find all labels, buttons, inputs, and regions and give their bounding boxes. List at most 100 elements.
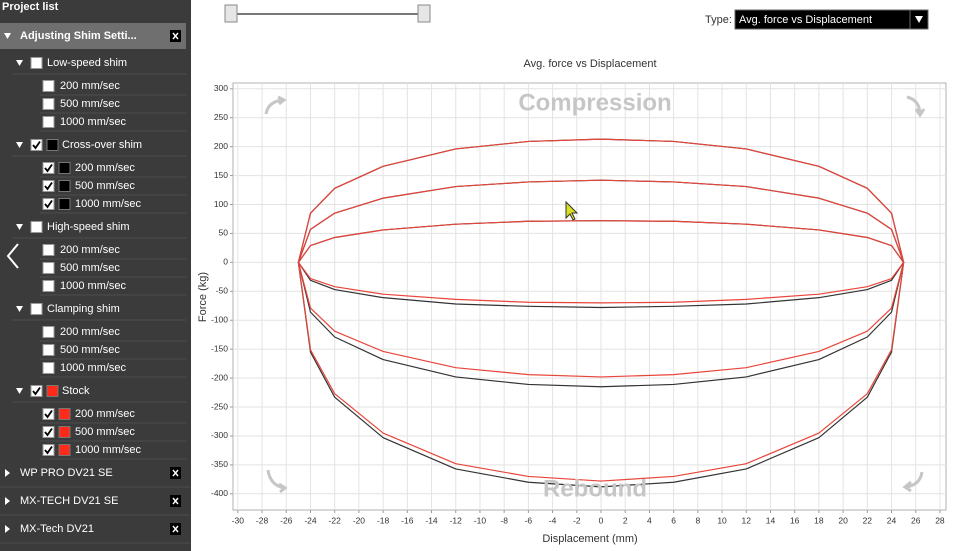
x-tick-label: 28 <box>935 515 945 525</box>
expand-toggle[interactable] <box>16 60 23 66</box>
expand-toggle[interactable] <box>16 224 23 230</box>
expand-toggle[interactable] <box>5 497 10 505</box>
item-label[interactable]: 500 mm/sec <box>60 344 120 356</box>
chart-title: Avg. force vs Displacement <box>523 58 656 70</box>
item-label[interactable]: 200 mm/sec <box>60 326 120 338</box>
y-tick-label: -300 <box>211 430 228 440</box>
project-name[interactable]: MX-Tech DV21 <box>20 523 94 535</box>
project-name[interactable]: Adjusting Shim Setti... <box>20 30 137 42</box>
x-tick-label: 0 <box>599 515 604 525</box>
color-swatch <box>46 385 59 397</box>
x-tick-label: 22 <box>863 515 873 525</box>
x-tick-label: -26 <box>280 515 293 525</box>
color-swatch <box>58 408 71 420</box>
group-name[interactable]: Cross-over shim <box>62 139 142 151</box>
expand-toggle[interactable] <box>16 388 23 394</box>
expand-toggle[interactable] <box>4 33 11 39</box>
x-tick-label: -18 <box>377 515 390 525</box>
item-label[interactable]: 200 mm/sec <box>60 244 120 256</box>
slider-handle[interactable] <box>417 4 431 23</box>
type-value[interactable]: Avg. force vs Displacement <box>739 14 872 26</box>
x-tick-label: 18 <box>814 515 824 525</box>
sidebar-title: Project list <box>2 1 59 13</box>
item-label[interactable]: 1000 mm/sec <box>60 362 127 374</box>
corner-arrow <box>906 95 926 118</box>
close-icon[interactable] <box>172 525 179 533</box>
dropdown-arrow[interactable] <box>915 16 923 23</box>
item-label[interactable]: 500 mm/sec <box>60 262 120 274</box>
y-axis-title: Force (kg) <box>197 272 209 322</box>
x-tick-label: -8 <box>500 515 508 525</box>
x-tick-label: -4 <box>549 515 557 525</box>
project-name[interactable]: WP PRO DV21 SE <box>20 467 113 479</box>
x-tick-label: 8 <box>695 515 700 525</box>
type-dropdown[interactable] <box>734 9 929 30</box>
x-tick-label: -30 <box>232 515 245 525</box>
check-mark[interactable] <box>44 199 53 209</box>
project-header[interactable] <box>0 23 186 49</box>
checkbox[interactable] <box>42 280 55 292</box>
annotation: Rebound <box>543 475 647 502</box>
group-name[interactable]: Clamping shim <box>47 303 120 315</box>
check-mark[interactable] <box>32 140 41 150</box>
y-tick-label: -200 <box>211 372 228 382</box>
item-label[interactable]: 200 mm/sec <box>75 408 135 420</box>
check-mark[interactable] <box>44 163 53 173</box>
checkbox[interactable] <box>42 244 55 256</box>
checkbox[interactable] <box>42 344 55 356</box>
close-icon[interactable] <box>172 469 179 477</box>
check-mark[interactable] <box>44 409 53 419</box>
x-tick-label: -16 <box>401 515 414 525</box>
checkbox[interactable] <box>30 221 43 233</box>
x-tick-label: -24 <box>304 515 317 525</box>
collapse-arrow[interactable] <box>6 243 19 269</box>
corner-arrow <box>266 469 288 494</box>
close-icon[interactable] <box>172 32 179 40</box>
checkbox[interactable] <box>42 262 55 274</box>
checkbox[interactable] <box>30 303 43 315</box>
color-swatch <box>58 426 71 438</box>
y-tick-label: -250 <box>211 401 228 411</box>
color-swatch <box>58 444 71 456</box>
item-label[interactable]: 1000 mm/sec <box>75 198 142 210</box>
group-name[interactable]: Low-speed shim <box>47 57 127 69</box>
checkbox[interactable] <box>42 362 55 374</box>
item-label[interactable]: 500 mm/sec <box>75 426 135 438</box>
group-name[interactable]: Stock <box>62 385 90 397</box>
item-label[interactable]: 500 mm/sec <box>60 98 120 110</box>
y-tick-label: -400 <box>211 488 228 498</box>
x-tick-label: 16 <box>790 515 800 525</box>
cursor <box>565 200 579 221</box>
check-mark[interactable] <box>44 181 53 191</box>
type-label: Type: <box>705 14 732 26</box>
checkbox[interactable] <box>30 57 43 69</box>
y-tick-label: -350 <box>211 459 228 469</box>
checkbox[interactable] <box>42 326 55 338</box>
y-tick-label: -50 <box>216 286 229 296</box>
slider-handle[interactable] <box>224 4 238 23</box>
close-icon[interactable] <box>172 497 179 505</box>
x-tick-label: -22 <box>329 515 342 525</box>
item-label[interactable]: 1000 mm/sec <box>75 444 142 456</box>
check-mark[interactable] <box>32 386 41 396</box>
item-label[interactable]: 1000 mm/sec <box>60 116 127 128</box>
x-tick-label: 26 <box>911 515 921 525</box>
expand-toggle[interactable] <box>16 306 23 312</box>
checkbox[interactable] <box>42 98 55 110</box>
check-mark[interactable] <box>44 427 53 437</box>
item-label[interactable]: 200 mm/sec <box>60 80 120 92</box>
x-tick-label: -12 <box>450 515 463 525</box>
group-name[interactable]: High-speed shim <box>47 221 130 233</box>
expand-toggle[interactable] <box>16 142 23 148</box>
checkbox[interactable] <box>42 80 55 92</box>
expand-toggle[interactable] <box>5 525 10 533</box>
plot-lines <box>297 138 905 488</box>
item-label[interactable]: 200 mm/sec <box>75 162 135 174</box>
item-label[interactable]: 1000 mm/sec <box>60 280 127 292</box>
checkbox[interactable] <box>42 116 55 128</box>
item-label[interactable]: 500 mm/sec <box>75 180 135 192</box>
project-name[interactable]: MX-TECH DV21 SE <box>20 495 118 507</box>
x-tick-label: 10 <box>717 515 727 525</box>
check-mark[interactable] <box>44 445 53 455</box>
expand-toggle[interactable] <box>5 469 10 477</box>
